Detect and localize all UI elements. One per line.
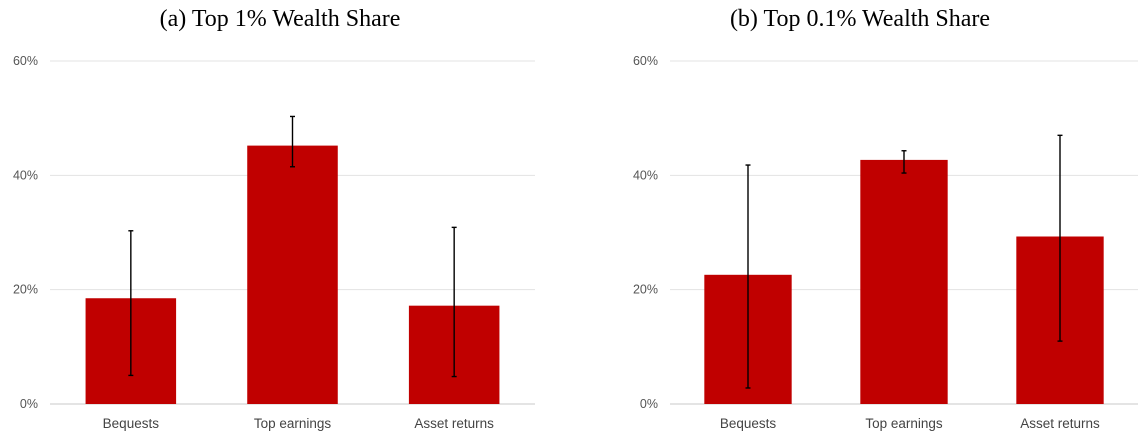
chart-title: (a) Top 1% Wealth Share xyxy=(159,6,401,32)
y-tick-label: 0% xyxy=(20,397,38,411)
bar-chart: 0% 20% 40% 60% Bequests Top earnings Asset ret… xyxy=(633,54,1138,431)
bar-chart: 0% 20% 40% 60% Bequests Top earnings Asset ret… xyxy=(13,54,535,431)
category-label: Asset returns xyxy=(1020,416,1100,431)
chart-panel-b: (b) Top 0.1% Wealth Share 0% 20% 40% 60% Beq… xyxy=(580,0,1140,433)
y-tick-label: 20% xyxy=(13,283,38,297)
category-label: Top earnings xyxy=(254,416,332,431)
category-label: Asset returns xyxy=(414,416,494,431)
bar xyxy=(247,145,338,404)
y-tick-label: 60% xyxy=(13,54,38,68)
chart-title: (b) Top 0.1% Wealth Share xyxy=(729,6,991,32)
category-label: Bequests xyxy=(720,416,777,431)
category-label: Bequests xyxy=(103,416,160,431)
bar xyxy=(860,159,948,404)
y-tick-label: 60% xyxy=(633,54,658,68)
y-tick-label: 40% xyxy=(13,168,38,182)
chart-panel-a: (a) Top 1% Wealth Share 0% 20% 40% 60% Beque… xyxy=(0,0,560,433)
category-label: Top earnings xyxy=(865,416,943,431)
y-tick-label: 0% xyxy=(640,397,658,411)
y-tick-label: 40% xyxy=(633,168,658,182)
y-tick-label: 20% xyxy=(633,283,658,297)
